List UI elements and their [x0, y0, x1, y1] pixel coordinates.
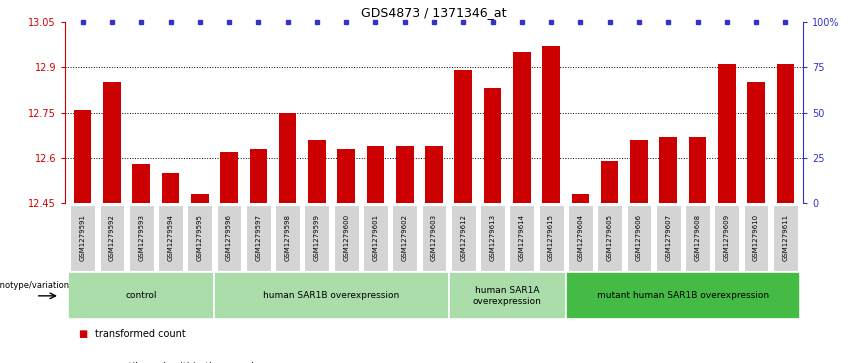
Bar: [68, 272, 214, 319]
Text: GSM1279592: GSM1279592: [109, 214, 115, 261]
Bar: [70, 205, 95, 271]
Bar: [366, 146, 385, 203]
Bar: [747, 82, 765, 203]
Bar: [100, 205, 124, 271]
Text: control: control: [126, 291, 157, 300]
Bar: [422, 205, 446, 271]
Text: GSM1279595: GSM1279595: [197, 214, 203, 261]
Text: GSM1279597: GSM1279597: [255, 214, 261, 261]
Bar: [714, 205, 740, 271]
Bar: [133, 164, 150, 203]
Bar: [510, 205, 535, 271]
Text: GSM1279596: GSM1279596: [226, 214, 232, 261]
Bar: [718, 64, 735, 203]
Bar: [450, 205, 476, 271]
Text: GSM1279603: GSM1279603: [431, 214, 437, 261]
Bar: [220, 152, 238, 203]
Bar: [214, 272, 449, 319]
Text: GSM1279609: GSM1279609: [724, 214, 730, 261]
Text: GSM1279607: GSM1279607: [665, 214, 671, 261]
Text: transformed count: transformed count: [95, 329, 187, 339]
Text: GSM1279615: GSM1279615: [548, 214, 554, 261]
Bar: [187, 205, 212, 271]
Bar: [568, 205, 593, 271]
Text: GSM1279610: GSM1279610: [753, 214, 759, 261]
Text: human SAR1B overexpression: human SAR1B overexpression: [263, 291, 399, 300]
Bar: [601, 161, 618, 203]
Bar: [279, 113, 296, 203]
Text: mutant human SAR1B overexpression: mutant human SAR1B overexpression: [597, 291, 769, 300]
Bar: [572, 194, 589, 203]
Text: GSM1279600: GSM1279600: [343, 214, 349, 261]
Bar: [158, 205, 183, 271]
Bar: [455, 70, 472, 203]
Bar: [333, 205, 358, 271]
Bar: [542, 46, 560, 203]
Bar: [191, 194, 208, 203]
Text: GSM1279612: GSM1279612: [460, 214, 466, 261]
Text: genotype/variation: genotype/variation: [0, 281, 69, 290]
Bar: [630, 140, 648, 203]
Bar: [103, 82, 121, 203]
Bar: [539, 205, 563, 271]
Text: percentile rank within the sample: percentile rank within the sample: [95, 362, 260, 363]
Bar: [392, 205, 418, 271]
Title: GDS4873 / 1371346_at: GDS4873 / 1371346_at: [361, 6, 507, 19]
Text: GSM1279599: GSM1279599: [314, 214, 320, 261]
Text: GSM1279591: GSM1279591: [80, 214, 86, 261]
Text: GSM1279611: GSM1279611: [782, 214, 788, 261]
Text: GSM1279606: GSM1279606: [636, 214, 642, 261]
Text: ■: ■: [78, 362, 88, 363]
Text: ■: ■: [78, 329, 88, 339]
Bar: [246, 205, 271, 271]
Bar: [275, 205, 300, 271]
Bar: [656, 205, 681, 271]
Text: GSM1279604: GSM1279604: [577, 214, 583, 261]
Text: GSM1279608: GSM1279608: [694, 214, 700, 261]
Bar: [688, 137, 707, 203]
Text: GSM1279594: GSM1279594: [168, 214, 174, 261]
Bar: [128, 205, 154, 271]
Bar: [449, 272, 566, 319]
Bar: [161, 173, 180, 203]
Text: GSM1279613: GSM1279613: [490, 214, 496, 261]
Bar: [744, 205, 768, 271]
Bar: [425, 146, 443, 203]
Bar: [685, 205, 710, 271]
Bar: [627, 205, 651, 271]
Bar: [74, 110, 91, 203]
Bar: [660, 137, 677, 203]
Bar: [308, 140, 326, 203]
Text: GSM1279605: GSM1279605: [607, 214, 613, 261]
Text: GSM1279602: GSM1279602: [402, 214, 408, 261]
Bar: [250, 149, 267, 203]
Bar: [483, 88, 502, 203]
Bar: [566, 272, 800, 319]
Bar: [305, 205, 329, 271]
Bar: [480, 205, 505, 271]
Bar: [513, 52, 530, 203]
Bar: [338, 149, 355, 203]
Text: GSM1279601: GSM1279601: [372, 214, 378, 261]
Text: GSM1279614: GSM1279614: [519, 214, 525, 261]
Bar: [363, 205, 388, 271]
Text: human SAR1A
overexpression: human SAR1A overexpression: [473, 286, 542, 306]
Bar: [597, 205, 622, 271]
Bar: [217, 205, 241, 271]
Bar: [777, 64, 794, 203]
Text: GSM1279593: GSM1279593: [138, 214, 144, 261]
Bar: [773, 205, 798, 271]
Bar: [396, 146, 413, 203]
Text: GSM1279598: GSM1279598: [285, 214, 291, 261]
